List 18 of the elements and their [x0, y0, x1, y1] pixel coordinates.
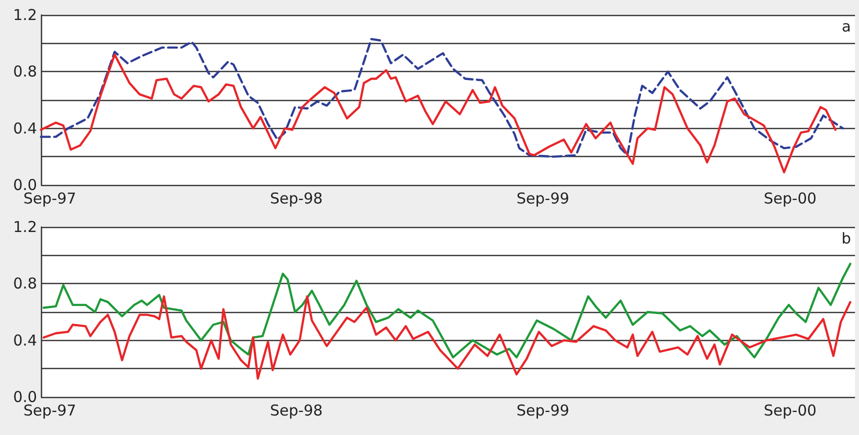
annotation: b — [841, 230, 852, 248]
x-tick-label: Sep-00 — [764, 190, 817, 208]
line-series — [40, 54, 837, 174]
x-tick-label: Sep-99 — [516, 402, 570, 420]
y-tick-label: 0.8 — [13, 274, 37, 293]
x-tick-label: Sep-98 — [270, 402, 323, 420]
annotation: a — [842, 18, 852, 36]
y-tick-label: 0.8 — [13, 62, 37, 81]
y-tick-label: 1.2 — [13, 6, 37, 24]
y-tick-label: 1.2 — [13, 218, 37, 236]
line-series — [42, 262, 852, 358]
x-tick-label: Sep-99 — [516, 190, 570, 208]
y-tick-label: 0.4 — [13, 331, 37, 350]
line-series — [42, 295, 852, 380]
line-series — [40, 38, 844, 158]
y-tick-label: 0.4 — [13, 119, 37, 138]
x-tick-label: Sep-00 — [764, 402, 817, 420]
x-tick-label: Sep-98 — [270, 190, 323, 208]
